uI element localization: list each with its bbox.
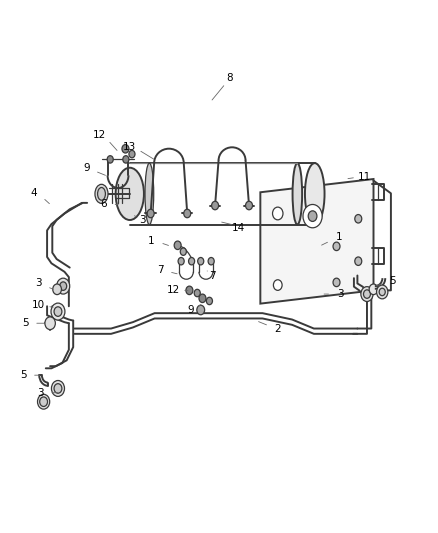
Text: 12: 12 [167,285,180,295]
Ellipse shape [305,163,325,224]
Circle shape [184,209,191,217]
Text: 10: 10 [32,300,45,310]
Ellipse shape [145,163,154,224]
Circle shape [199,294,206,303]
Circle shape [45,317,55,329]
Circle shape [198,257,204,265]
Circle shape [123,156,129,163]
Circle shape [53,284,61,295]
Circle shape [303,205,322,228]
Ellipse shape [293,163,302,224]
Circle shape [333,242,340,251]
Text: 5: 5 [20,370,26,380]
Text: 3: 3 [337,289,343,299]
Circle shape [206,297,212,305]
Circle shape [212,201,219,210]
Circle shape [377,285,388,299]
Ellipse shape [98,188,106,200]
Circle shape [208,257,214,265]
Circle shape [129,150,135,158]
Circle shape [180,248,186,255]
Circle shape [361,287,373,302]
Circle shape [174,241,181,249]
Circle shape [355,215,362,223]
Text: 12: 12 [93,130,106,140]
Text: 3: 3 [35,278,42,288]
Text: 5: 5 [389,276,396,286]
Circle shape [273,280,282,290]
Text: 3: 3 [140,215,146,225]
Circle shape [333,278,340,287]
Text: 7: 7 [209,271,216,281]
Circle shape [178,257,184,265]
Ellipse shape [116,168,144,220]
Text: 1: 1 [148,236,155,246]
Circle shape [107,156,113,163]
Text: 7: 7 [157,265,163,275]
Text: 6: 6 [100,199,107,209]
Circle shape [272,207,283,220]
Circle shape [40,397,47,407]
Circle shape [51,381,64,397]
Text: 9: 9 [83,164,89,173]
Circle shape [194,289,200,297]
Text: 11: 11 [358,172,371,182]
Circle shape [246,201,253,210]
Circle shape [60,282,67,290]
Text: 3: 3 [37,387,44,398]
Circle shape [38,394,49,409]
Polygon shape [260,179,374,304]
Text: 1: 1 [336,232,342,243]
Text: 14: 14 [232,223,245,233]
Circle shape [54,384,62,393]
Circle shape [51,303,65,320]
Circle shape [186,286,193,295]
Text: 4: 4 [31,188,37,198]
Circle shape [369,284,378,295]
Circle shape [57,278,70,294]
Text: 8: 8 [226,73,233,83]
Ellipse shape [95,184,108,204]
Circle shape [308,211,317,221]
Circle shape [379,288,385,296]
Circle shape [197,305,205,315]
Circle shape [355,257,362,265]
Text: 2: 2 [275,324,281,334]
Text: 9: 9 [187,305,194,315]
Circle shape [54,307,62,317]
Circle shape [364,290,371,298]
Circle shape [122,144,129,153]
Circle shape [188,257,194,265]
Text: 5: 5 [22,318,28,328]
Circle shape [147,209,154,217]
Text: 13: 13 [123,142,136,152]
